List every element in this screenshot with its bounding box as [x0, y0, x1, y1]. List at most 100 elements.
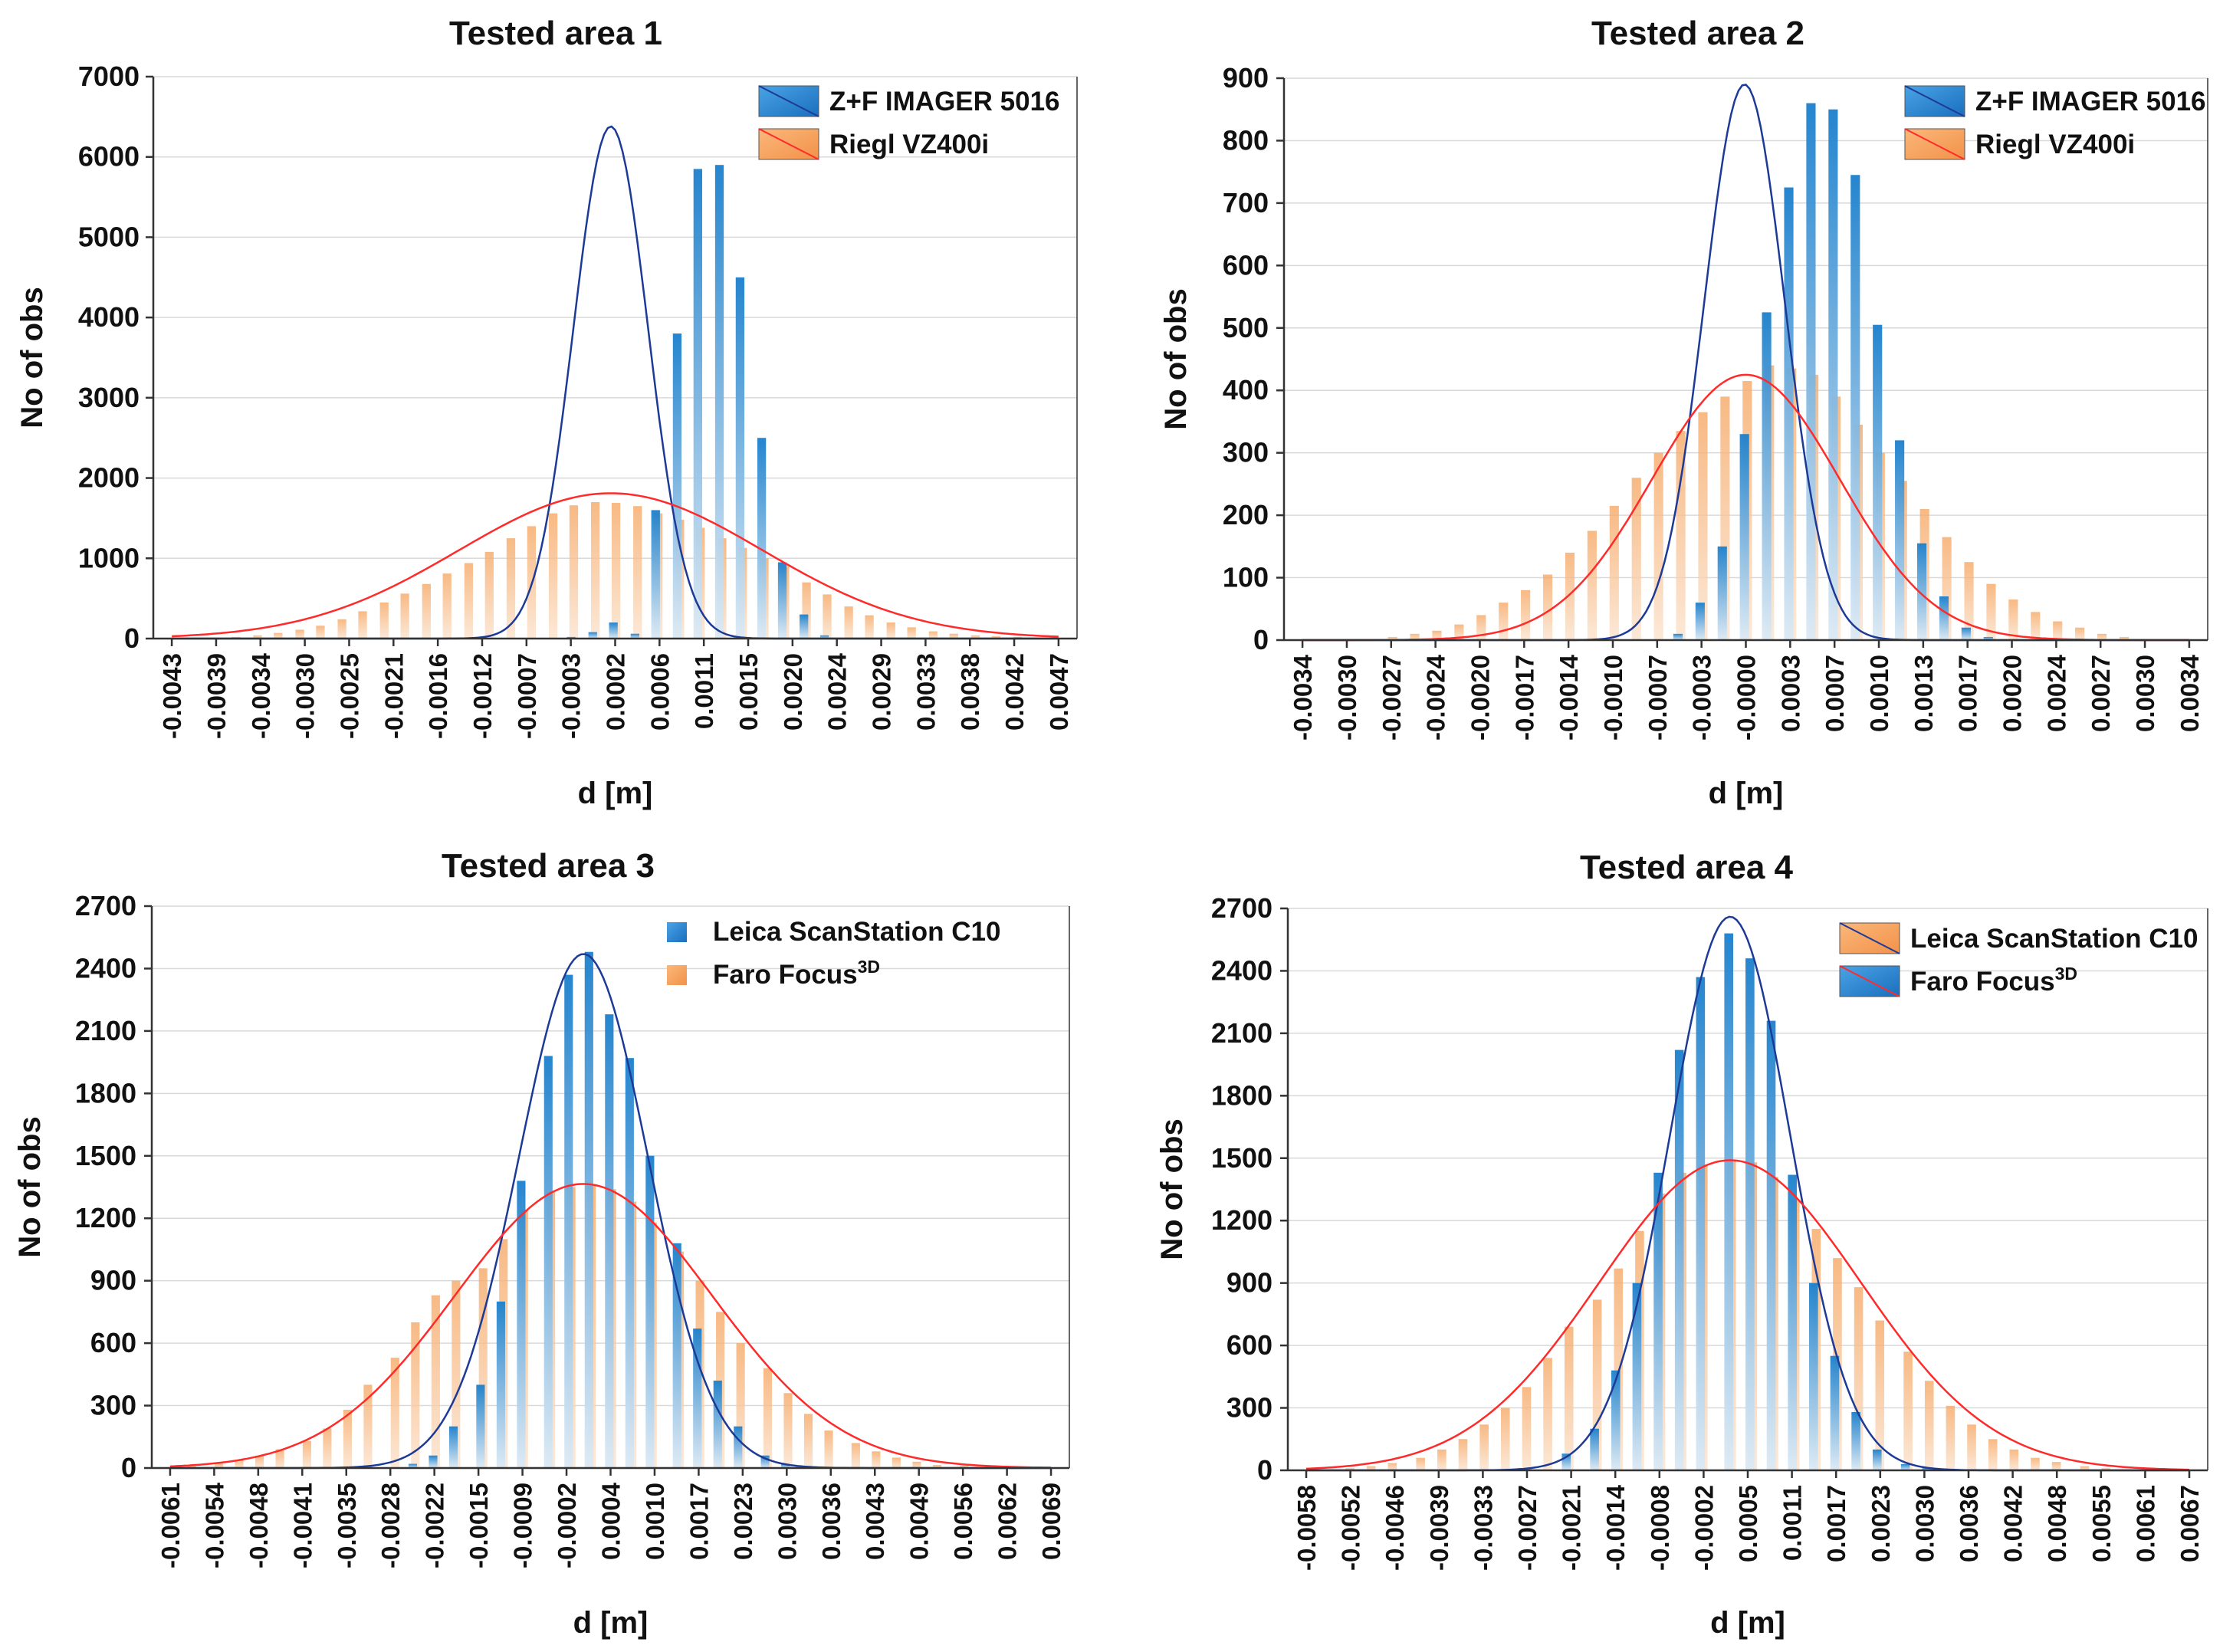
x-tick-label: 0.0003 [1776, 655, 1804, 732]
chart-panel-3: 0 300 600 900 1200 1500 1800 2100 2400 2700 -0.006… [13, 847, 1070, 1640]
bar-blue [1632, 1283, 1642, 1470]
x-axis-label: d [m] [1710, 1606, 1785, 1640]
bar-orange [442, 573, 452, 639]
y-axis-label: No of obs [1159, 288, 1193, 429]
chart-title: Tested area 1 [449, 15, 662, 52]
bar-blue [645, 1155, 655, 1468]
bar-orange [214, 1463, 224, 1468]
bar-blue [672, 1243, 681, 1468]
bar-orange [1479, 1424, 1489, 1470]
x-tick-label: -0.0002 [553, 1483, 581, 1568]
x-tick-label: 0.0024 [2042, 654, 2070, 732]
bar-blue [1766, 1020, 1776, 1470]
bar-orange [991, 636, 1000, 639]
x-tick-label: -0.0030 [1333, 655, 1361, 741]
bar-blue [1872, 1449, 1882, 1470]
x-axis-label: d [m] [1709, 777, 1784, 810]
x-tick-label: -0.0010 [1599, 655, 1627, 741]
bar-orange [1387, 636, 1397, 640]
bar-orange [886, 622, 895, 639]
bar-blue [1653, 1172, 1663, 1470]
x-tick-label: -0.0003 [557, 653, 586, 739]
bar-blue [1561, 1453, 1571, 1470]
bar-blue [1809, 1283, 1818, 1470]
x-tick-label: 0.0017 [1822, 1485, 1850, 1562]
y-tick-label: 100 [1223, 562, 1269, 593]
bar-orange [2053, 621, 2063, 640]
x-tick-label: -0.0054 [200, 1482, 228, 1568]
y-tick-label: 2100 [1211, 1017, 1272, 1049]
bar-orange [275, 1449, 284, 1468]
bar-orange [803, 1414, 813, 1468]
legend-label: Riegl VZ400i [1975, 130, 2135, 159]
x-tick-label: 0.0013 [1910, 655, 1938, 732]
bar-orange [1522, 1387, 1532, 1470]
legend-label: Riegl VZ400i [829, 130, 989, 159]
bar-orange [1410, 633, 1420, 640]
bar-orange [411, 1322, 420, 1468]
x-tick-label: -0.0058 [1292, 1485, 1321, 1571]
x-tick-label: -0.0014 [1555, 654, 1583, 741]
bar-orange [390, 1358, 399, 1468]
bar-orange [1437, 1449, 1447, 1470]
y-tick-label: 2700 [75, 890, 136, 921]
bar-orange [253, 635, 262, 639]
x-tick-label: -0.0027 [1513, 1485, 1542, 1571]
y-tick-label: 900 [90, 1265, 136, 1296]
y-tick-label: 6000 [78, 141, 140, 172]
bar-orange [1565, 552, 1575, 640]
y-axis-label: No of obs [15, 287, 49, 428]
x-tick-label: -0.0021 [379, 653, 408, 739]
fit-curve-orange [1305, 1159, 2190, 1471]
bar-blue [757, 438, 767, 639]
bar-blue [448, 1426, 458, 1468]
y-tick-label: 900 [1227, 1267, 1272, 1299]
bar-orange [316, 626, 325, 639]
bar-orange [2119, 636, 2130, 640]
bar-blue [1922, 1468, 1932, 1470]
y-tick-label: 0 [1253, 624, 1269, 655]
x-tick-label: 0.0010 [641, 1483, 669, 1560]
bar-orange [851, 1443, 860, 1468]
bar-orange [1946, 1405, 1956, 1470]
bar-orange [1676, 431, 1686, 640]
bar-blue [800, 614, 809, 639]
bar-blue [1851, 1411, 1860, 1470]
bar-blue [672, 333, 682, 639]
legend: Leica ScanStation C10 Faro Focus3D [667, 917, 1000, 990]
bar-orange [484, 551, 494, 639]
x-tick-label: 0.0042 [1000, 653, 1029, 731]
x-tick-label: -0.0017 [1510, 655, 1538, 741]
x-tick-label: -0.0039 [1425, 1485, 1453, 1571]
x-tick-label: 0.0005 [1734, 1485, 1762, 1562]
bar-orange [783, 1393, 793, 1468]
bar-orange [1988, 1439, 1998, 1470]
y-tick-label: 2400 [1211, 954, 1272, 986]
bar-blue [819, 635, 829, 639]
y-tick-label: 3000 [78, 382, 140, 413]
legend-label: Leica ScanStation C10 [1910, 924, 2198, 954]
bar-orange [506, 538, 516, 639]
x-tick-label: -0.0027 [1378, 655, 1406, 741]
chart-title: Tested area 2 [1591, 15, 1804, 52]
bar-orange [1875, 1320, 1885, 1470]
bar-orange [452, 1280, 461, 1468]
bar-orange [912, 1461, 921, 1468]
bar-blue [1939, 596, 1949, 640]
bar-orange [1345, 1468, 1355, 1470]
x-tick-label: -0.0015 [465, 1483, 493, 1568]
x-tick-label: -0.0012 [468, 653, 497, 739]
bar-orange [187, 1466, 196, 1468]
y-tick-label: 300 [90, 1390, 136, 1421]
bar-blue [693, 1328, 702, 1468]
legend: Leica ScanStation C10 Faro Focus3D [1839, 922, 2198, 997]
legend-label: Leica ScanStation C10 [713, 917, 1000, 947]
bar-blue [777, 562, 787, 639]
x-tick-label: 0.0020 [779, 653, 807, 731]
bar-orange [633, 506, 642, 639]
x-tick-label: -0.0024 [1422, 654, 1450, 741]
x-tick-label: 0.0024 [823, 652, 852, 731]
bar-blue [714, 165, 724, 639]
bar-blue [735, 277, 745, 639]
